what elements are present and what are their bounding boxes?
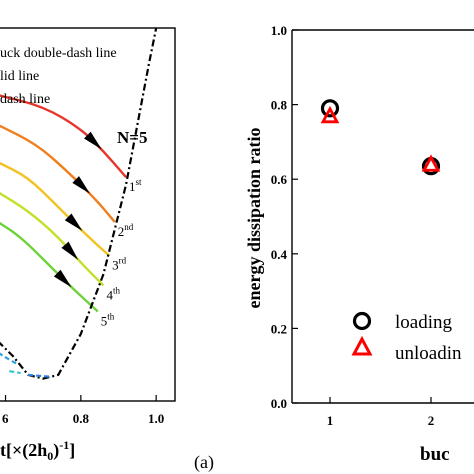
loading-point-0 (320, 99, 340, 118)
series-line-2nd (0, 124, 116, 223)
cycle-label-4th: 4th (106, 285, 120, 302)
left-plot-frame (0, 27, 176, 402)
legend-line-2: lid line (0, 69, 39, 84)
left-panel: 6 0.8 1.0 1st 2nd 3rd 4th 5th uck double-dash … (0, 27, 176, 463)
right-y-tick-label-2: 0.4 (271, 247, 288, 262)
series-line-3rd (0, 161, 110, 257)
left-x-ticks: 6 0.8 1.0 (2, 395, 164, 426)
right-y-ticks: 0.0 0.2 0.4 0.6 0.8 1.0 (271, 23, 298, 411)
arrow-1st (84, 131, 102, 150)
series-line-5th (0, 221, 99, 313)
series-line-4th (0, 191, 105, 287)
teal-dash-2 (9, 370, 21, 375)
direction-arrows (53, 131, 102, 288)
right-y-tick-label-3: 0.6 (271, 172, 288, 187)
legend-line-3: dash line (0, 92, 50, 107)
series-line-1st (0, 94, 127, 178)
unloading-point-1 (421, 154, 441, 172)
right-legend: loading unloadin (330, 300, 474, 372)
arrow-3rd (64, 213, 83, 232)
legend-loading-label: loading (395, 312, 452, 333)
right-y-tick-label-1: 0.2 (271, 321, 287, 336)
cycle-label-3rd: 3rd (112, 256, 126, 273)
right-y-axis-label: energy dissipation ratio (244, 127, 264, 308)
cycle-label-2nd: 2nd (118, 222, 134, 239)
right-y-tick-label-5: 1.0 (271, 23, 287, 38)
legend-unloading-label: unloadin (395, 343, 462, 364)
blue-dashed-segments (0, 352, 51, 378)
blue-dash-3 (28, 373, 51, 378)
right-x-axis-label: buc (420, 444, 450, 465)
cycle-label-1st: 1st (129, 177, 142, 194)
right-x-tick-label-0: 1 (327, 413, 334, 428)
right-y-tick-label-0: 0.0 (271, 396, 287, 411)
legend-box (330, 300, 474, 372)
right-x-tick-label-1: 2 (428, 413, 435, 428)
n-annotation: N=5 (117, 128, 147, 147)
left-series-group (0, 94, 127, 313)
left-x-tick-label-1: 0.8 (73, 411, 90, 426)
legend-line-1: uck double-dash line (0, 46, 117, 61)
left-x-tick-label-0: 6 (2, 411, 9, 426)
left-x-tick-label-2: 1.0 (148, 411, 164, 426)
right-data-points (320, 99, 441, 176)
arrow-2nd (72, 176, 91, 194)
unloading-point-0 (320, 105, 340, 124)
arrow-5th (53, 269, 72, 288)
legend-triangle-marker (351, 335, 373, 356)
cycle-label-5th: 5th (101, 311, 115, 328)
left-x-axis-label: t[×(2h0)-1] (0, 438, 75, 463)
blue-dash-1 (0, 352, 18, 365)
arrow-4th (61, 241, 79, 260)
legend-circle-marker (352, 311, 372, 331)
envelope-dashdot-line (0, 27, 158, 380)
panel-label: (a) (194, 452, 214, 473)
right-y-tick-label-4: 0.8 (271, 98, 288, 113)
